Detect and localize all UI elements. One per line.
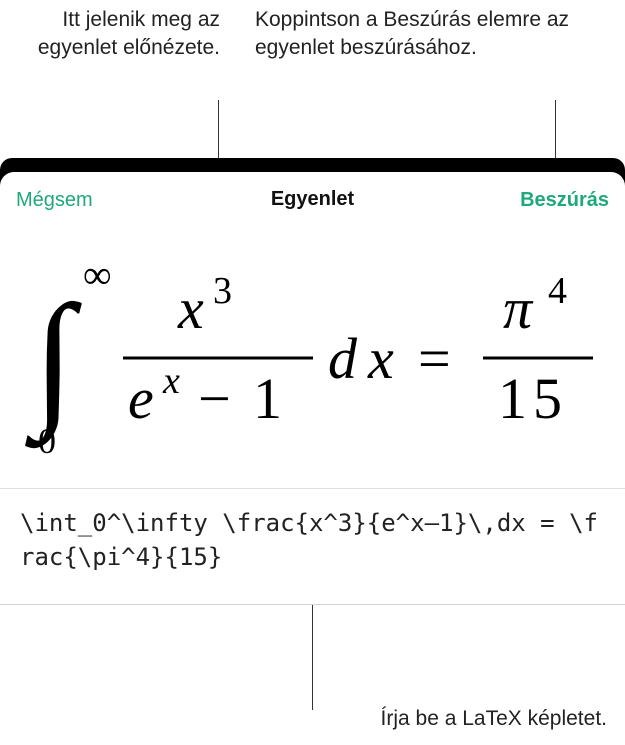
svg-text:−: − (198, 366, 231, 431)
svg-text:4: 4 (548, 270, 567, 312)
svg-text:x: x (367, 326, 394, 391)
svg-text:5: 5 (533, 366, 562, 431)
equation-preview: ∫ ∞ 0 x 3 e x − 1 d x (0, 228, 625, 488)
svg-text:x: x (177, 276, 204, 341)
latex-input[interactable]: \int_0^\infty \frac{x^3}{e^x–1}\,dx = \f… (0, 488, 625, 605)
callout-insert: Koppintson a Beszúrás elemre az egyenlet… (255, 6, 615, 63)
dialog-header: Mégsem Egyenlet Beszúrás (0, 172, 625, 228)
svg-text:e: e (128, 366, 154, 431)
svg-text:3: 3 (213, 270, 232, 312)
svg-text:=: = (418, 326, 451, 391)
svg-text:x: x (162, 360, 180, 402)
insert-button[interactable]: Beszúrás (504, 172, 625, 228)
dialog-title: Egyenlet (271, 188, 354, 211)
svg-text:d: d (328, 326, 358, 391)
equation-dialog: Mégsem Egyenlet Beszúrás ∫ ∞ 0 x 3 e (0, 172, 625, 605)
svg-text:π: π (503, 276, 534, 341)
svg-text:1: 1 (498, 366, 527, 431)
equation-svg: ∫ ∞ 0 x 3 e x − 1 d x (13, 248, 613, 468)
svg-text:1: 1 (253, 366, 282, 431)
svg-text:0: 0 (38, 421, 56, 461)
cancel-button[interactable]: Mégsem (0, 172, 109, 228)
svg-text:∞: ∞ (83, 252, 112, 297)
leader-line (312, 590, 313, 710)
callout-latex: Írja be a LaTeX képletet. (247, 705, 607, 733)
callout-preview: Itt jelenik meg az egyenlet előnézete. (20, 6, 220, 63)
